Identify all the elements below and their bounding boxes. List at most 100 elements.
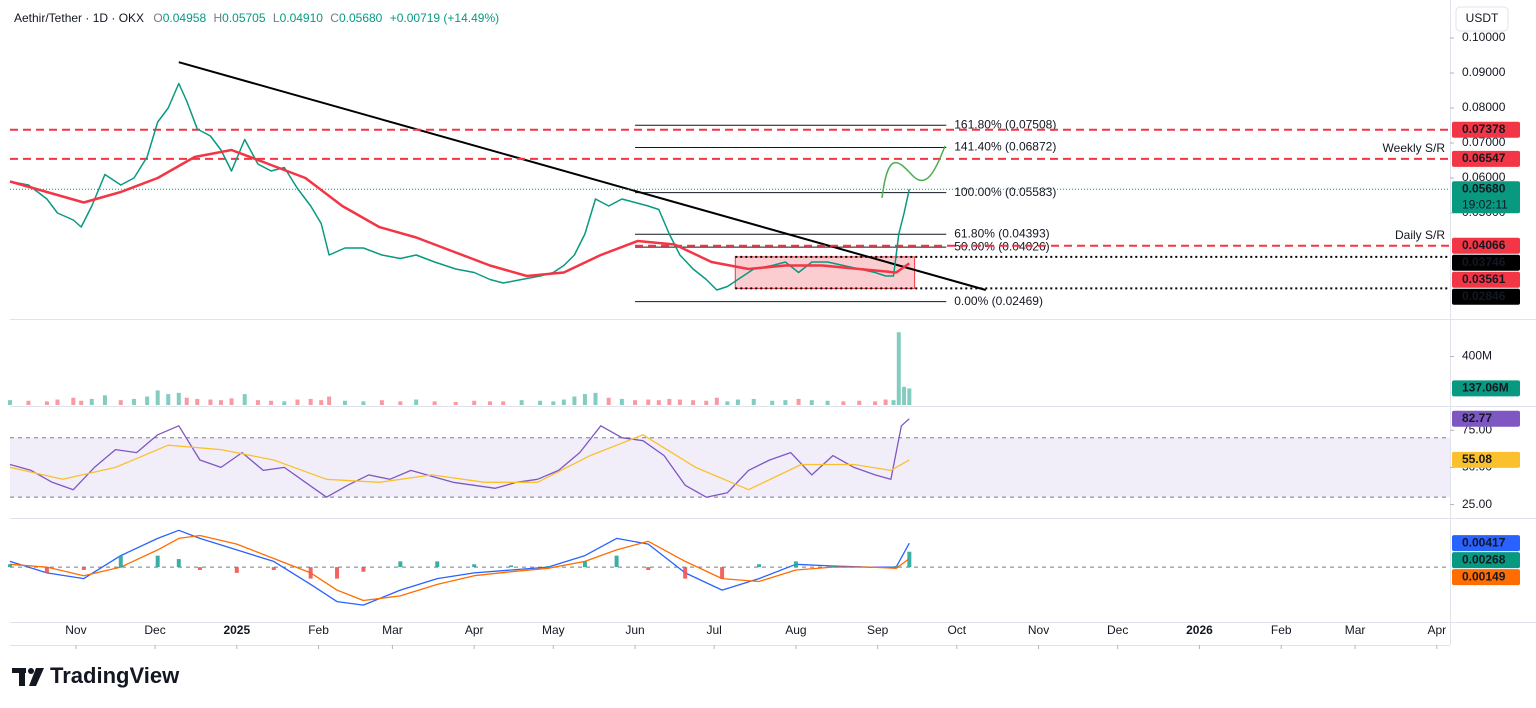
bar <box>398 401 403 405</box>
price-label-box <box>1452 380 1520 397</box>
bar <box>361 401 366 405</box>
bar <box>614 555 619 568</box>
series-line <box>9 82 911 291</box>
bar <box>509 565 514 568</box>
x-tick-label: Mar <box>382 623 403 637</box>
trendline <box>178 61 987 291</box>
bar <box>432 401 437 405</box>
fib-label: 141.40% (0.06872) <box>954 140 1056 154</box>
ohlc-key: L <box>273 11 280 25</box>
y-tick-label: 0.06000 <box>1462 170 1506 184</box>
series-line <box>9 534 910 602</box>
logo-part <box>28 668 34 674</box>
bar <box>793 561 798 568</box>
price-label-box <box>1452 535 1520 552</box>
bar <box>714 397 719 405</box>
price-label: 0.00149 <box>1462 569 1506 583</box>
x-tick-label: Apr <box>1427 623 1446 637</box>
symbol: Aethir/Tether · 1D · OKX <box>14 11 144 25</box>
price-label-box <box>1452 288 1520 305</box>
bar <box>176 392 181 405</box>
bar <box>269 400 274 405</box>
bar <box>646 399 651 405</box>
y-tick-label: 0.09000 <box>1462 65 1506 79</box>
bar <box>720 567 725 579</box>
bar <box>883 399 888 405</box>
pane-separators <box>10 0 1536 646</box>
bar <box>89 398 94 405</box>
bar <box>656 400 661 405</box>
bar <box>551 401 556 405</box>
price-label: 0.05680 <box>1462 181 1506 195</box>
bar <box>26 400 31 405</box>
bar <box>907 388 912 405</box>
bar <box>646 567 651 570</box>
x-tick-label: Dec <box>1107 623 1128 637</box>
y-tick-label: 400M <box>1462 349 1492 363</box>
fib-label: 161.80% (0.07508) <box>954 117 1056 131</box>
bar <box>619 398 624 405</box>
bar <box>145 396 150 405</box>
bar <box>891 400 896 405</box>
bar <box>825 400 830 405</box>
bar <box>255 400 260 405</box>
change: +0.00719 (+14.49%) <box>390 11 499 25</box>
x-tick-label: Aug <box>785 623 806 637</box>
ohlc-value: 0.05705 <box>222 11 266 25</box>
ohlc-value: 0.04958 <box>163 11 207 25</box>
bar <box>81 567 86 570</box>
price-label: 55.08 <box>1462 452 1492 466</box>
bar <box>71 397 76 405</box>
bar <box>218 400 223 405</box>
x-tick-label: 2025 <box>223 623 250 637</box>
bar <box>44 567 49 573</box>
x-tick-label: May <box>542 623 565 637</box>
bar <box>361 567 366 572</box>
bar <box>453 401 458 405</box>
ohlc-key: C <box>330 11 339 25</box>
bar <box>308 398 313 405</box>
price-label-box <box>1452 451 1520 468</box>
x-tick-label: Jun <box>625 623 644 637</box>
ohlc-key: O <box>153 11 162 25</box>
fib-label: 100.00% (0.05583) <box>954 185 1056 199</box>
series-line <box>9 434 910 491</box>
bar <box>79 400 84 405</box>
price-label-box <box>1452 237 1520 254</box>
projection-curve <box>881 145 946 199</box>
series-line <box>9 148 911 278</box>
price-label-box <box>1452 254 1520 271</box>
y-tick-label: 0.08000 <box>1462 100 1506 114</box>
bar <box>561 399 566 405</box>
bar <box>8 400 12 405</box>
bar <box>873 401 878 405</box>
annotation: Weekly S/R <box>1383 141 1446 155</box>
bar <box>841 401 846 405</box>
bar <box>208 399 213 405</box>
bar <box>582 394 587 405</box>
currency[interactable]: USDT <box>1466 11 1499 25</box>
ohlc-value: 0.04910 <box>280 11 324 25</box>
x-tick-label: Apr <box>465 623 484 637</box>
currency-button[interactable] <box>1455 6 1509 32</box>
bar <box>796 398 801 405</box>
series-line <box>9 529 910 606</box>
bar <box>809 400 814 405</box>
bar <box>155 390 160 405</box>
series-line <box>9 418 910 498</box>
bar <box>519 400 524 405</box>
y-tick-label: 0.07000 <box>1462 135 1506 149</box>
price-label-box <box>1452 121 1520 138</box>
bar <box>894 565 899 568</box>
bar <box>907 551 912 568</box>
ohlc-value: 0.05680 <box>339 11 383 25</box>
bar <box>572 396 577 405</box>
fib-label: 0.00% (0.02469) <box>954 294 1043 308</box>
bar <box>691 400 696 405</box>
price-label: 0.02846 <box>1462 289 1506 303</box>
bar <box>683 567 688 579</box>
bar <box>902 386 907 405</box>
bar <box>271 567 276 570</box>
